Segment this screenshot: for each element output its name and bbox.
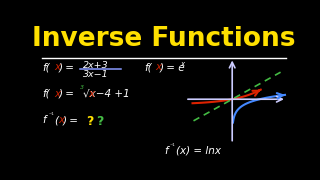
Text: x: x <box>54 89 60 99</box>
Text: 3: 3 <box>80 85 84 90</box>
Text: ⁻¹: ⁻¹ <box>48 113 54 118</box>
Text: f(: f( <box>43 62 50 73</box>
Text: x: x <box>180 61 184 67</box>
Text: x: x <box>89 89 95 99</box>
Text: x: x <box>155 62 161 73</box>
Text: (x) = lnx: (x) = lnx <box>176 146 221 156</box>
Text: ) = e: ) = e <box>159 62 185 73</box>
Text: f: f <box>43 115 46 125</box>
Text: f: f <box>164 146 168 156</box>
Text: x: x <box>58 115 64 125</box>
Text: ⁻¹: ⁻¹ <box>170 144 175 149</box>
Text: ?: ? <box>96 115 103 128</box>
Text: f(: f( <box>43 89 50 99</box>
Text: 3x−1: 3x−1 <box>84 70 109 79</box>
Text: f(: f( <box>144 62 152 73</box>
Text: ) =: ) = <box>59 62 75 73</box>
Text: ) =: ) = <box>59 89 75 99</box>
Text: ) =: ) = <box>62 115 78 125</box>
Text: x: x <box>54 62 60 73</box>
Text: ?: ? <box>86 115 93 128</box>
Text: (: ( <box>54 115 58 125</box>
Text: 2x+3: 2x+3 <box>84 61 109 70</box>
Text: Inverse Functions: Inverse Functions <box>32 26 296 52</box>
Text: √x−4 +1: √x−4 +1 <box>83 89 130 99</box>
